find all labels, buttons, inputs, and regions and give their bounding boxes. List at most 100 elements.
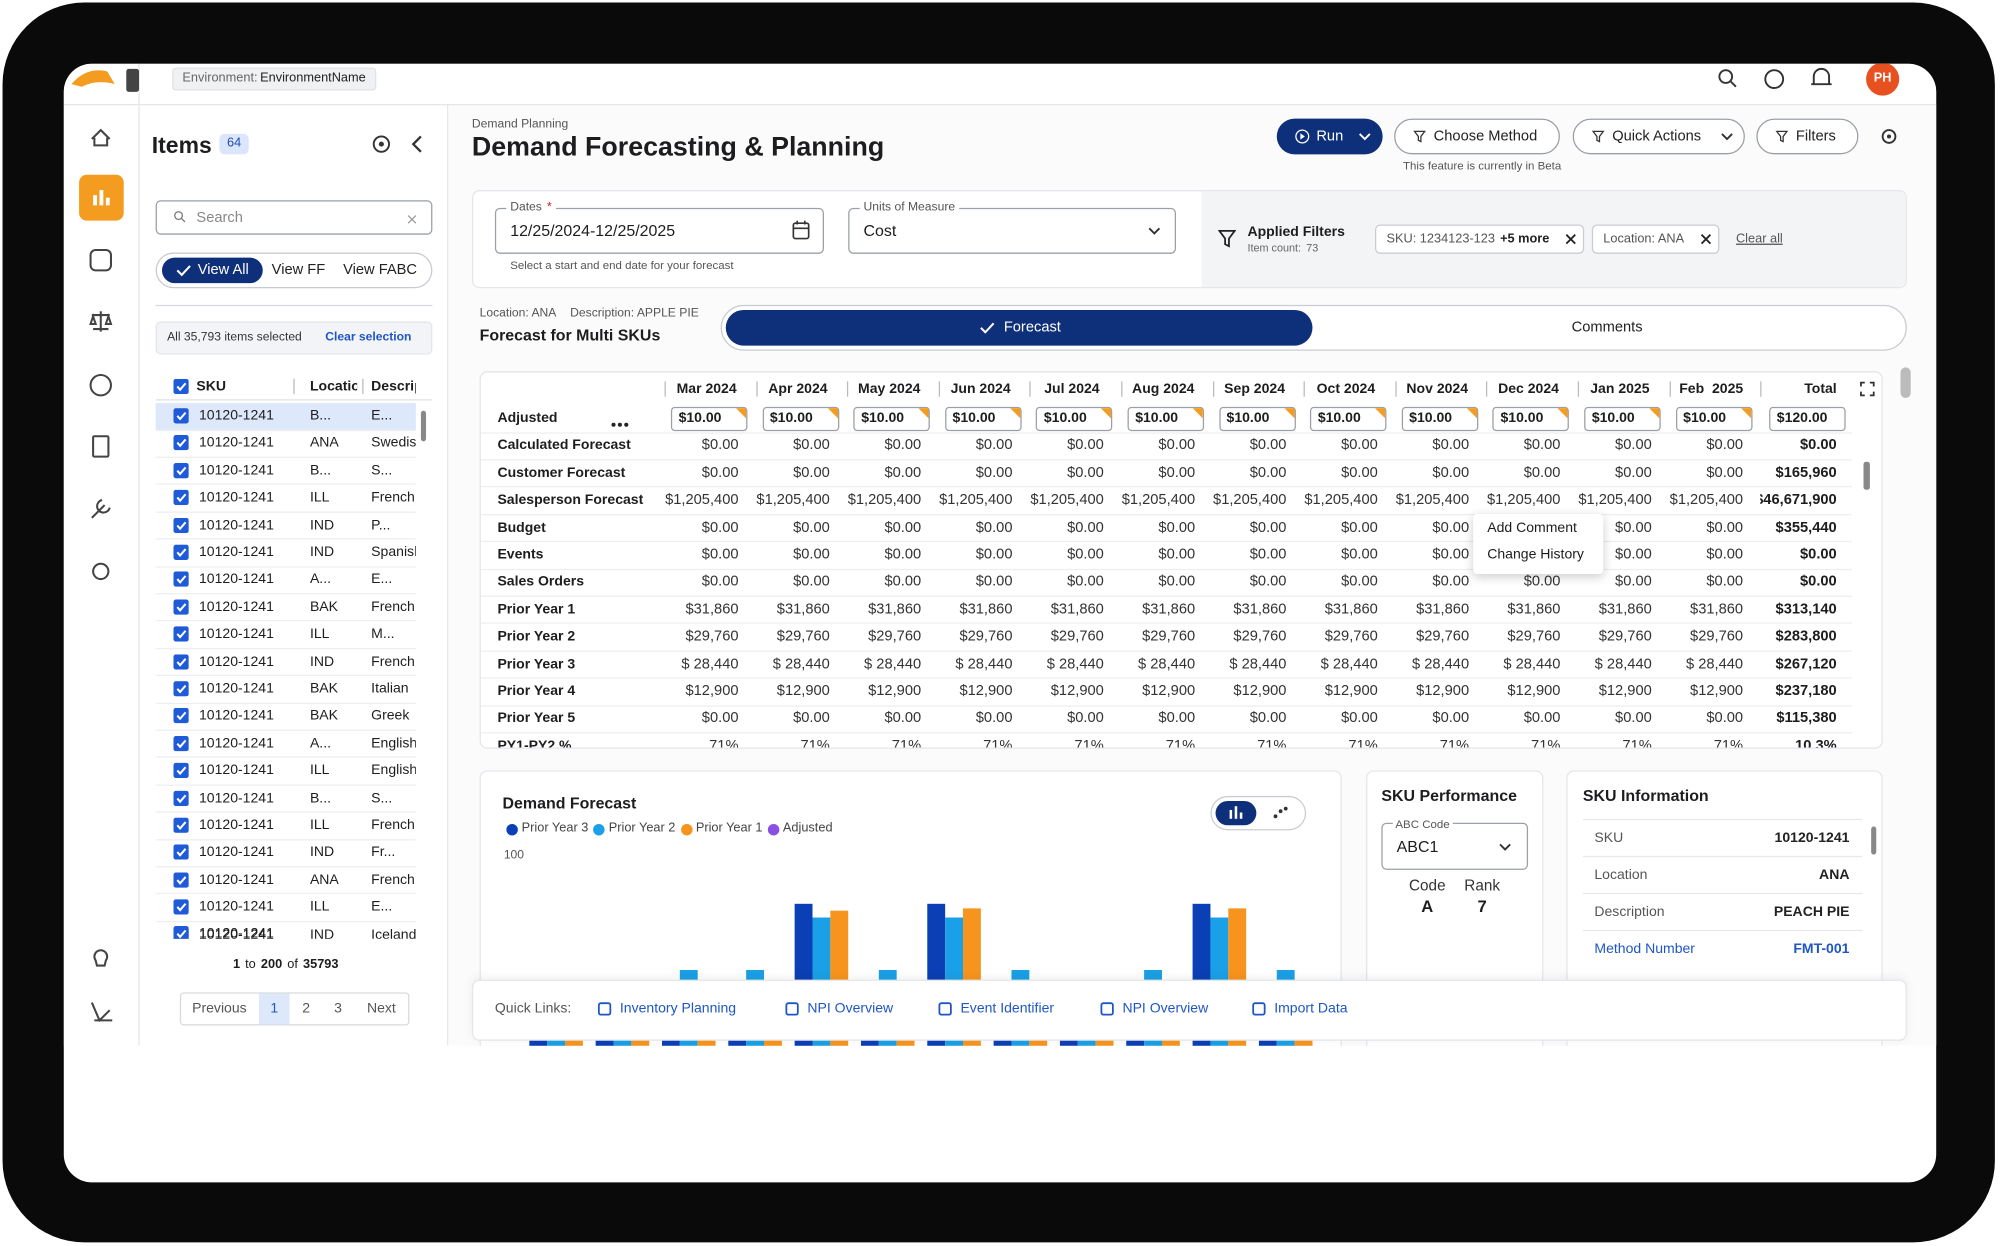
- chip-remove[interactable]: [1700, 233, 1712, 245]
- filter-chip[interactable]: [1591, 224, 1720, 254]
- adjusted-input[interactable]: [1218, 406, 1296, 431]
- quick-link[interactable]: Inventory Planning: [619, 1001, 737, 1017]
- adjusted-input[interactable]: [670, 406, 748, 431]
- header-button[interactable]: [1572, 118, 1745, 155]
- view-option[interactable]: View FF: [271, 262, 326, 279]
- search-box[interactable]: [155, 200, 433, 235]
- items-collapse[interactable]: [409, 134, 424, 154]
- checkbox[interactable]: [173, 817, 189, 833]
- tab-active[interactable]: [725, 309, 1313, 346]
- adjusted-input[interactable]: [853, 406, 931, 431]
- adjusted-input[interactable]: [1127, 406, 1205, 431]
- nav-settings[interactable]: [92, 562, 110, 581]
- menu-item[interactable]: Add Comment: [1487, 520, 1577, 536]
- quick-link[interactable]: Event Identifier: [960, 1001, 1055, 1017]
- checkbox[interactable]: [173, 926, 189, 939]
- value-cell: $12,900: [1416, 683, 1470, 699]
- checkbox[interactable]: [173, 899, 189, 915]
- view-option[interactable]: View All: [197, 262, 249, 279]
- nav-idea[interactable]: [93, 949, 109, 967]
- toggle-scatter[interactable]: [1273, 806, 1288, 819]
- checkbox[interactable]: [173, 708, 189, 724]
- value-cell: 71%: [1165, 738, 1196, 754]
- nav-balance[interactable]: [89, 311, 113, 332]
- clear-all[interactable]: Clear all: [1735, 232, 1783, 247]
- col-sep: [293, 378, 295, 395]
- checkbox[interactable]: [173, 681, 189, 697]
- nav-tools[interactable]: [91, 499, 111, 519]
- total-cell-box: $283,800: [1760, 627, 1837, 647]
- page-button[interactable]: 2: [302, 1001, 311, 1017]
- search-icon: [173, 210, 186, 223]
- avatar[interactable]: [1866, 62, 1900, 96]
- checkbox[interactable]: [173, 571, 189, 588]
- value-cell: $10.00: [1317, 410, 1361, 427]
- checkbox[interactable]: [173, 735, 189, 752]
- previous-button[interactable]: Previous: [192, 1001, 247, 1017]
- page-settings[interactable]: [1880, 128, 1898, 146]
- row-border: [480, 540, 1853, 543]
- checkbox[interactable]: [173, 462, 189, 479]
- chip-extra: +5 more: [1500, 232, 1550, 247]
- checkbox[interactable]: [173, 599, 189, 615]
- info-value[interactable]: FMT-001: [1793, 941, 1850, 957]
- expand-icon[interactable]: [1860, 381, 1875, 397]
- adjusted-input[interactable]: [1310, 406, 1387, 431]
- value-cell: $1,205,400: [1121, 492, 1196, 508]
- tab-label[interactable]: Forecast: [1003, 320, 1061, 336]
- row-menu[interactable]: [611, 416, 629, 427]
- collapse-toggle[interactable]: [126, 68, 140, 92]
- checkbox[interactable]: [173, 844, 189, 861]
- checkbox[interactable]: [173, 517, 189, 533]
- checkbox[interactable]: [173, 653, 189, 670]
- search-icon[interactable]: [1718, 69, 1734, 84]
- adjusted-input[interactable]: [1492, 406, 1570, 431]
- filter-chip[interactable]: [1374, 224, 1585, 254]
- nav-dollar[interactable]: [89, 373, 112, 397]
- items-settings[interactable]: [371, 134, 391, 154]
- bell-icon[interactable]: [1811, 67, 1832, 86]
- adjusted-input[interactable]: [1675, 406, 1753, 431]
- checkbox[interactable]: [173, 762, 189, 779]
- checkbox[interactable]: [173, 378, 189, 395]
- view-active[interactable]: [161, 257, 263, 284]
- abc-select[interactable]: [1381, 822, 1529, 870]
- help-icon[interactable]: [1764, 69, 1785, 89]
- header-button[interactable]: [1276, 118, 1383, 155]
- checkbox[interactable]: [173, 408, 189, 424]
- checkbox[interactable]: [173, 626, 189, 642]
- nav-export[interactable]: [90, 1002, 113, 1023]
- header-button[interactable]: [1394, 118, 1560, 155]
- checkbox[interactable]: [173, 490, 189, 506]
- checkbox[interactable]: [173, 872, 189, 888]
- row-label: Prior Year 4: [497, 683, 576, 699]
- nav-network[interactable]: [89, 248, 112, 272]
- chip-remove[interactable]: [1565, 233, 1576, 245]
- value-cell: $0.00: [701, 519, 739, 536]
- header-button[interactable]: [1756, 118, 1859, 155]
- page-button[interactable]: 1: [270, 1001, 279, 1017]
- info-label: Method Number: [1594, 941, 1695, 957]
- quick-link[interactable]: NPI Overview: [807, 1001, 894, 1017]
- user-initials[interactable]: PH: [1873, 71, 1892, 86]
- page-button[interactable]: 3: [334, 1001, 342, 1017]
- adjusted-input[interactable]: [944, 406, 1022, 431]
- tab-label[interactable]: Comments: [1571, 320, 1643, 336]
- quick-link[interactable]: NPI Overview: [1122, 1001, 1209, 1017]
- quick-link[interactable]: Import Data: [1274, 1001, 1348, 1017]
- adjusted-input[interactable]: [1401, 406, 1479, 431]
- checkbox[interactable]: [173, 435, 189, 451]
- clear-selection[interactable]: Clear selection: [325, 330, 412, 345]
- checkbox[interactable]: [173, 790, 189, 806]
- search-clear[interactable]: [407, 213, 417, 224]
- next-button[interactable]: Next: [366, 1001, 396, 1017]
- view-option[interactable]: View FABC: [343, 262, 418, 279]
- adjusted-input[interactable]: [1584, 406, 1661, 431]
- adjusted-input[interactable]: [762, 406, 839, 431]
- checkbox[interactable]: [173, 544, 189, 560]
- menu-item[interactable]: Change History: [1487, 547, 1584, 563]
- nav-report[interactable]: [92, 435, 110, 458]
- nav-home[interactable]: [91, 128, 111, 147]
- adjusted-input[interactable]: [1036, 406, 1113, 431]
- button-label: Quick Actions: [1612, 128, 1702, 145]
